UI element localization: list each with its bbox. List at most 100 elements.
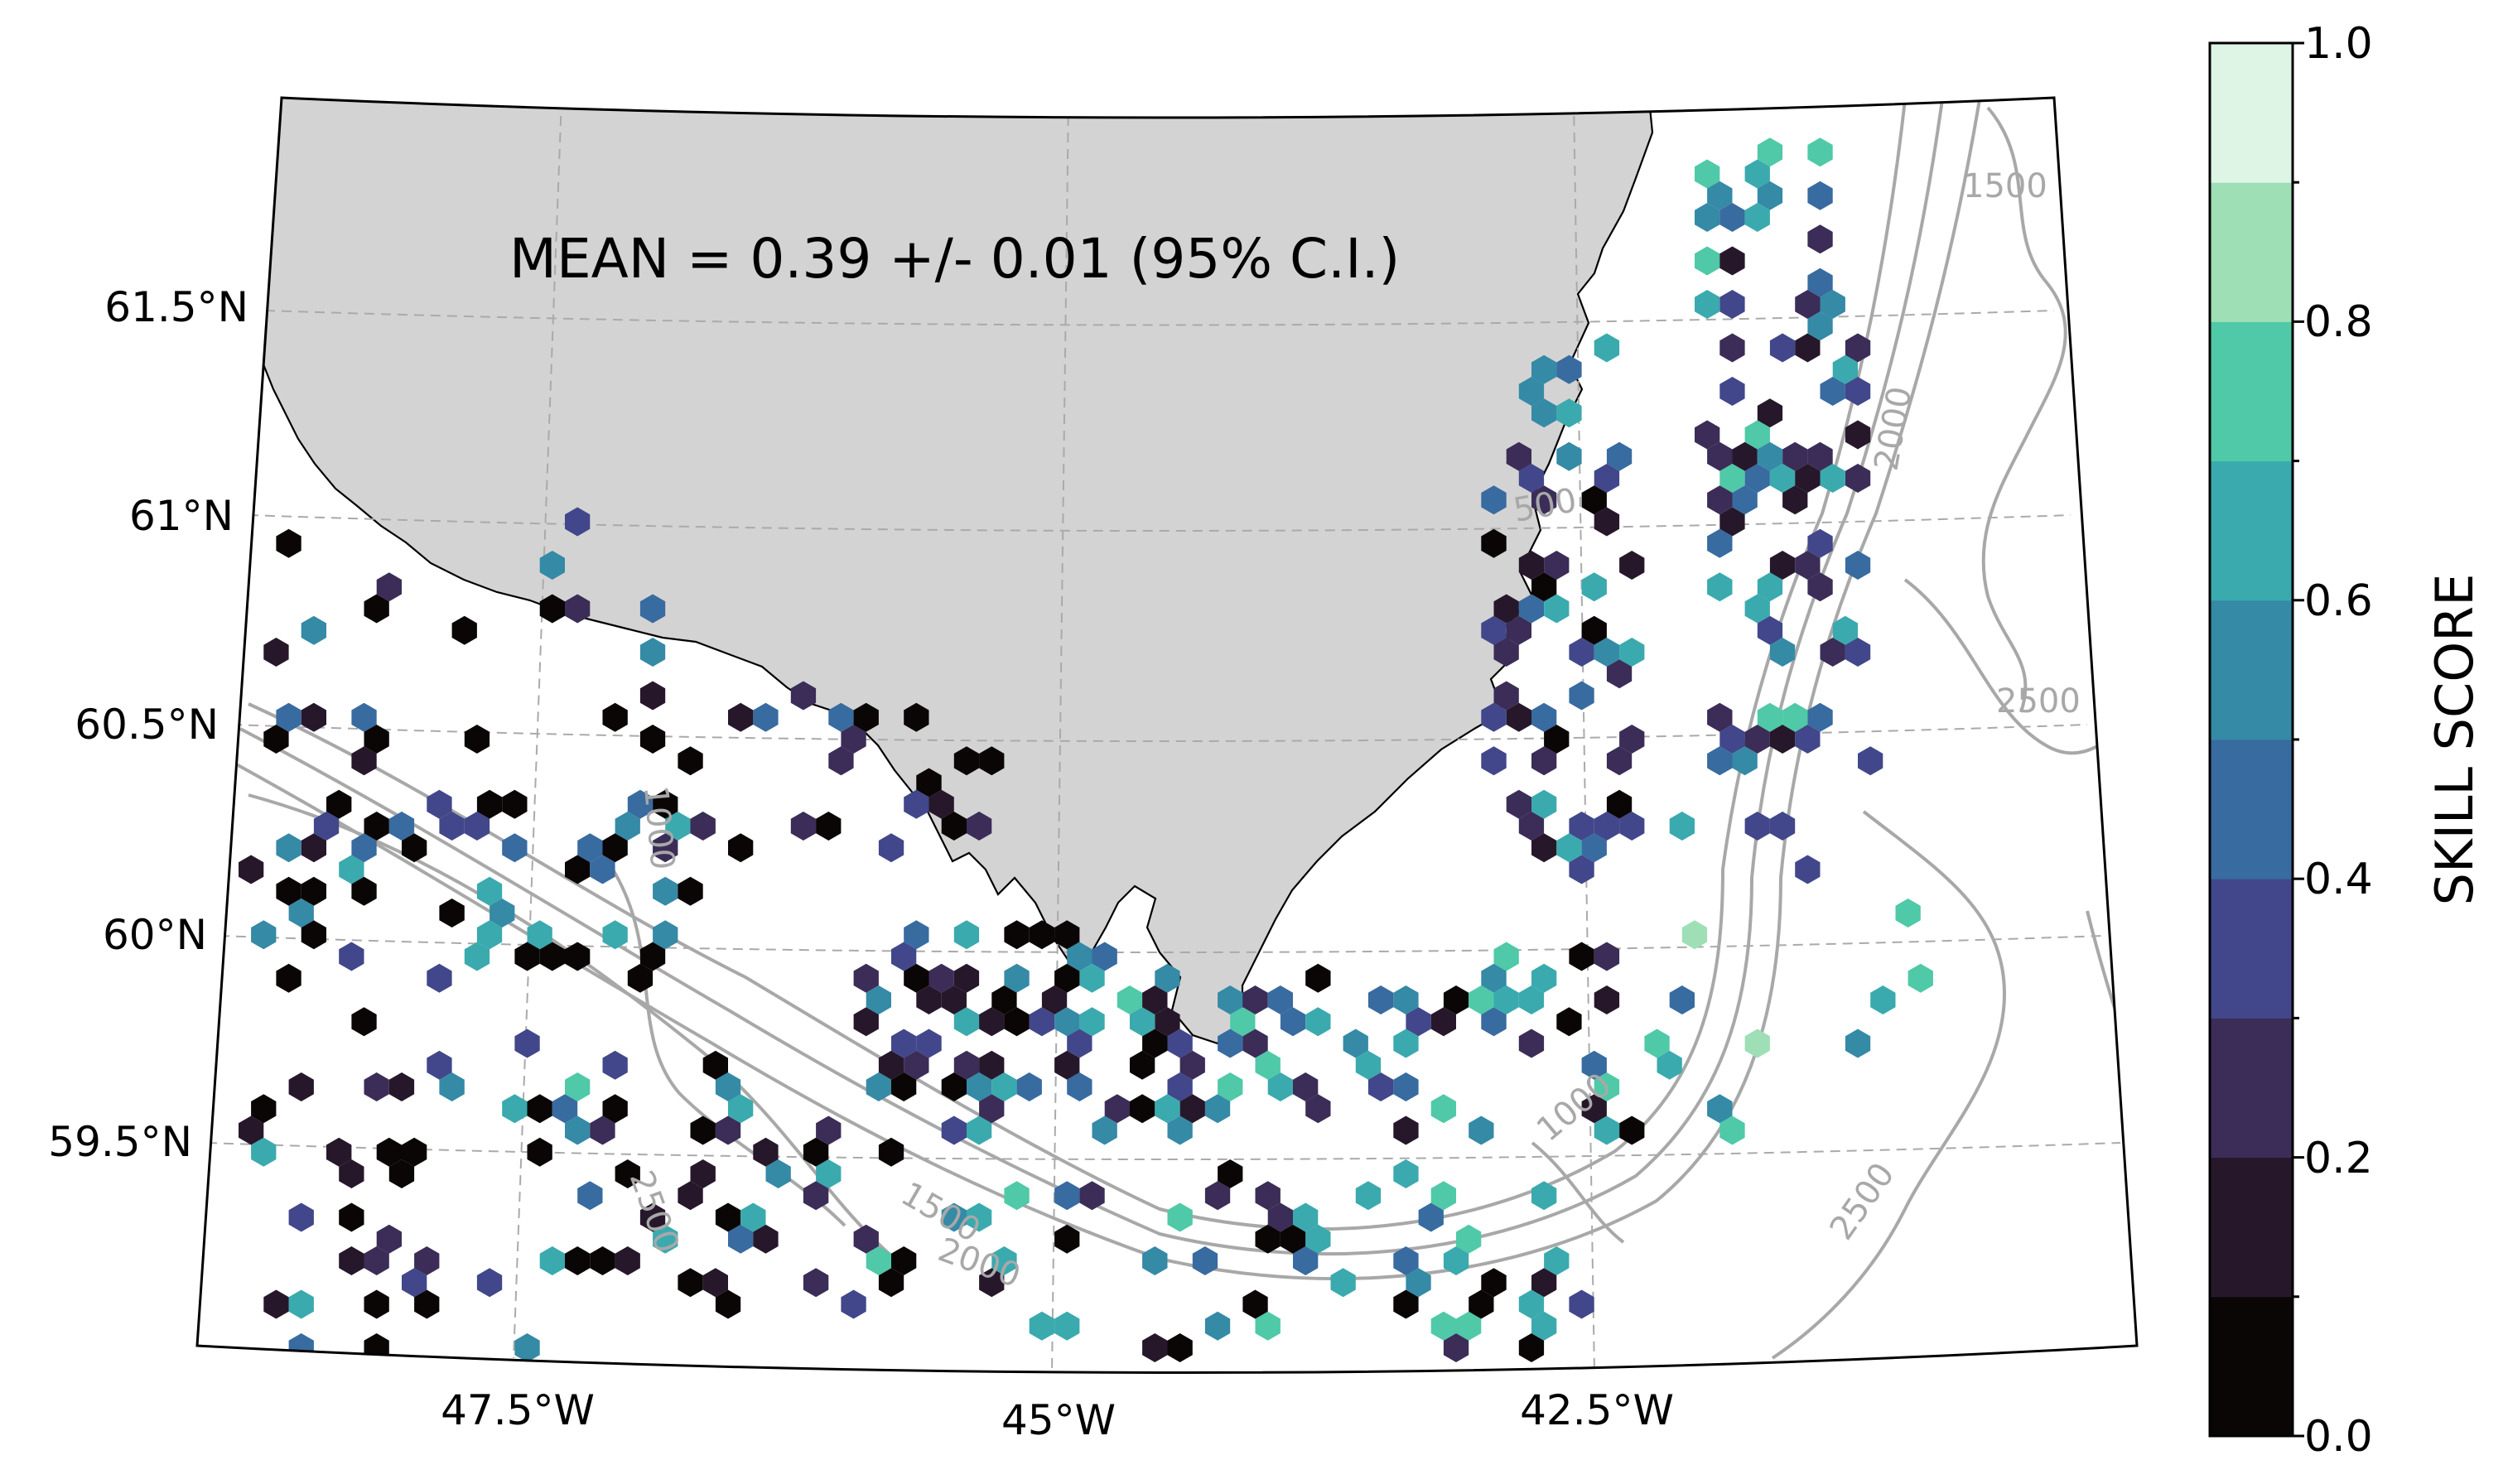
colorbar-segment <box>2210 740 2293 879</box>
hexbin-cell <box>1255 1181 1281 1211</box>
hexbin-cell <box>1757 137 1783 167</box>
hexbin-cell <box>376 572 402 602</box>
hexbin-cell <box>1481 702 1507 732</box>
hexbin-cell <box>1518 1029 1545 1058</box>
hexbin-cell <box>1707 702 1733 732</box>
hexbin-cell <box>539 551 565 580</box>
hexbin-cell <box>1531 572 1557 602</box>
hexbin-cell <box>1167 1115 1193 1145</box>
hexbin-cell <box>364 725 389 754</box>
hexbin-cell <box>1832 615 1858 645</box>
hexbin-cell <box>1393 1289 1419 1319</box>
hexbin-cell <box>1744 464 1770 493</box>
hexbin-cell <box>690 1159 716 1188</box>
hexbin-cell <box>790 812 817 841</box>
hexbin-cell <box>1054 1050 1080 1080</box>
hexbin-cell <box>967 1115 992 1145</box>
hexbin-cell <box>728 1094 754 1124</box>
hexbin-cell <box>1820 377 1845 406</box>
hexbin-cell <box>702 1050 728 1080</box>
hexbin-cell <box>1067 942 1092 971</box>
hexbin-cell <box>1330 1268 1356 1298</box>
hexbin-cell <box>1481 746 1507 776</box>
colorbar-segment <box>2210 460 2293 601</box>
hexbin-cell <box>979 1007 1005 1037</box>
hexbin-cell <box>866 985 891 1014</box>
hexbin-cell <box>1845 333 1871 363</box>
hexbin-cell <box>451 615 477 645</box>
hexbin-cell <box>514 942 540 971</box>
hexbin-cell <box>1569 942 1594 971</box>
hexbin-cell <box>1820 290 1845 319</box>
hexbin-cell <box>1744 1029 1770 1058</box>
hexbin-cell <box>565 594 591 624</box>
hexbin-cell <box>1167 1202 1193 1232</box>
hexbin-cell <box>464 942 490 971</box>
hexbin-cell <box>339 1159 364 1188</box>
hexbin-cell <box>953 920 980 950</box>
hexbin-cell <box>1556 833 1582 863</box>
hexbin-cell <box>1719 725 1745 754</box>
lon-label: 42.5°W <box>1520 1386 1674 1434</box>
hexbin-cell <box>1167 1029 1193 1058</box>
hexbin-cell <box>715 1202 741 1232</box>
hexbin-cell <box>1719 246 1745 276</box>
hexbin-cell <box>1556 1007 1582 1037</box>
hexbin-cell <box>765 1159 791 1188</box>
hexbin-cell <box>904 1050 929 1080</box>
hexbin-cell <box>1769 333 1796 363</box>
colorbar-tick-label: 0.2 <box>2304 1134 2373 1183</box>
hexbin-cell <box>953 1050 980 1080</box>
hexbin-cell <box>339 1202 364 1232</box>
hexbin-cell <box>1016 1072 1042 1101</box>
hexbin-cell <box>1004 1181 1030 1211</box>
hexbin-cell <box>1079 1007 1105 1037</box>
hexbin-cell <box>539 1246 565 1275</box>
hexbin-cell <box>602 702 628 732</box>
hexbin-cell <box>339 855 364 884</box>
hexbin-cell <box>1531 746 1557 776</box>
hexbin-cell <box>388 1159 415 1188</box>
hexbin-cell <box>1481 1007 1507 1037</box>
hexbin-cell <box>1204 1094 1231 1124</box>
hexbin-cell <box>1155 1094 1180 1124</box>
hexbin-cell <box>1845 420 1871 450</box>
hexbin-cell <box>1619 812 1645 841</box>
hexbin-cell <box>514 1333 540 1362</box>
hexbin-cell <box>1908 963 1933 993</box>
hexbin-cell <box>979 1050 1005 1080</box>
hexbin-cell <box>678 1181 703 1211</box>
hexbin-cell <box>1695 159 1720 189</box>
hexbin-cell <box>1481 963 1507 993</box>
hexbin-cell <box>678 876 703 906</box>
hexbin-cell <box>690 812 716 841</box>
hexbin-cell <box>1493 594 1519 624</box>
hexbin-cell <box>527 920 552 950</box>
hexbin-cell <box>639 681 666 711</box>
hexbin-cell <box>1606 659 1633 689</box>
hexbin-cell <box>1895 899 1921 928</box>
hexbin-cell <box>1518 1289 1545 1319</box>
hexbin-cell <box>439 1072 465 1101</box>
hexbin-cell <box>1820 464 1845 493</box>
hexbin-cell <box>1506 615 1531 645</box>
hexbin-cell <box>1757 441 1783 471</box>
hexbin-cell <box>1744 812 1770 841</box>
hexbin-cell <box>1469 985 1494 1014</box>
hexbin-cell <box>364 812 389 841</box>
hexbin-cell <box>1393 1159 1419 1188</box>
lat-label: 60°N <box>103 911 207 959</box>
hexbin-cell <box>1581 1050 1607 1080</box>
hexbin-cell <box>790 681 817 711</box>
colorbar-tick-label: 0.6 <box>2304 576 2373 626</box>
hexbin-cell <box>653 789 678 819</box>
hexbin-cell <box>1769 551 1796 580</box>
hexbin-cell <box>464 812 490 841</box>
hexbin-cell <box>953 963 980 993</box>
hexbin-cell <box>1707 528 1733 558</box>
hexbin-cell <box>991 1246 1017 1275</box>
hexbin-cell <box>1255 1050 1281 1080</box>
hexbin-cell <box>1719 507 1745 537</box>
hexbin-cell <box>1795 855 1821 884</box>
hexbin-cell <box>251 1094 277 1124</box>
